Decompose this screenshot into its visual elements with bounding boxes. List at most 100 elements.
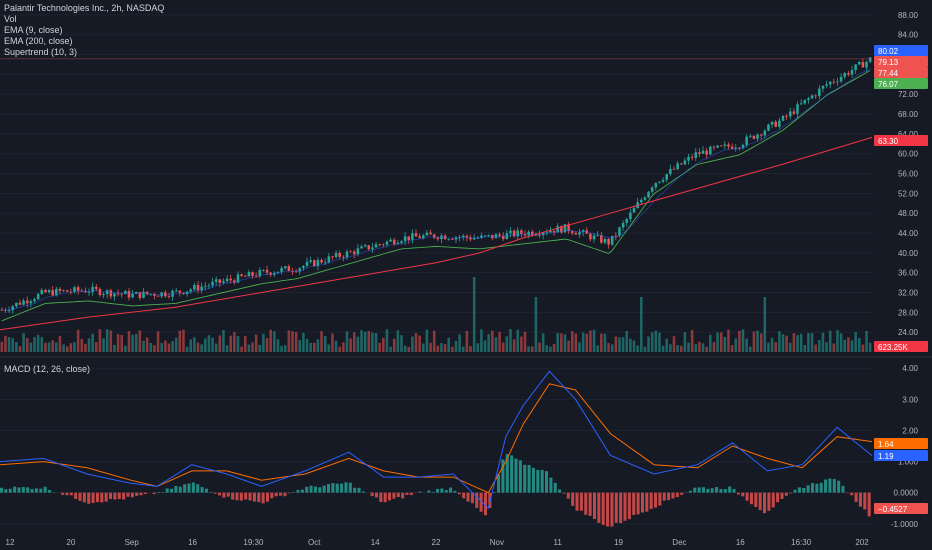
volume-bar [422, 343, 425, 352]
macd-hist-bar [592, 492, 597, 519]
volume-bar [821, 332, 825, 352]
volume-bar [745, 338, 748, 352]
volume-bar [570, 331, 574, 352]
macd-hist-bar [87, 492, 91, 504]
volume-bar [127, 331, 131, 352]
candle-body [698, 152, 701, 154]
price-tick-label: 36.00 [898, 269, 919, 278]
volume-bar [534, 297, 538, 352]
volume-bar [124, 345, 127, 352]
candle-body [716, 145, 719, 148]
volume-bar [858, 337, 861, 352]
macd-hist-bar [252, 492, 256, 502]
candle-body [763, 130, 767, 136]
candle-body [727, 144, 730, 147]
volume-bar [723, 336, 727, 352]
candle-body [62, 290, 65, 292]
price-tick-label: 64.00 [898, 130, 919, 139]
volume-bar [316, 339, 320, 352]
candle-body [788, 111, 792, 117]
indicator-ema9[interactable]: EMA (9, close) [4, 25, 63, 35]
volume-bar [432, 330, 436, 352]
volume-bar [661, 345, 665, 352]
candle-body [647, 191, 650, 198]
volume-bar [538, 342, 541, 352]
ema9-line [1, 67, 871, 311]
macd-hist-bar [518, 460, 522, 493]
volume-bar [7, 337, 11, 352]
volume-bar [679, 345, 683, 352]
volume-bar [483, 340, 487, 352]
volume-bar [730, 345, 734, 352]
volume-bar [461, 346, 465, 352]
macd-hist-bar [178, 486, 182, 493]
candle-body [229, 278, 232, 281]
candle-body [338, 252, 341, 257]
volume-bar [567, 340, 570, 352]
candle-body [316, 259, 320, 267]
candle-body [469, 237, 472, 240]
volume-bar [320, 331, 323, 352]
volume-bar [574, 333, 578, 352]
macd-badge: 1.64 [874, 438, 928, 449]
candle-body [480, 235, 483, 238]
volume-bar [327, 344, 331, 352]
volume-bar [498, 331, 501, 352]
volume-bar [414, 333, 418, 352]
price-badge-label: 623.25K [878, 343, 908, 352]
macd-hist-bar [126, 492, 130, 497]
candle-body [719, 145, 723, 147]
volume-bar [512, 339, 516, 352]
volume-bar [505, 336, 509, 352]
indicator-vol[interactable]: Vol [4, 14, 17, 24]
volume-bar [610, 344, 614, 352]
volume-bar [563, 334, 567, 352]
volume-bar [592, 329, 596, 352]
indicator-macd[interactable]: MACD (12, 26, close) [4, 364, 91, 374]
volume-bar [654, 330, 658, 352]
candle-body [850, 70, 854, 75]
macd-hist-bar [771, 492, 775, 508]
candle-body [55, 288, 58, 296]
candle-body [661, 179, 665, 182]
candle-body [498, 234, 501, 236]
volume-bar [440, 343, 443, 352]
axes: 24.00 28.00 32.00 36.00 40.00 44.00 48.00 52.00… [6, 11, 919, 547]
candle-body [767, 124, 770, 131]
price-badge-label: 63.30 [878, 137, 899, 146]
volume-bar [465, 331, 469, 352]
candle-body [425, 232, 429, 236]
macd-hist-bar [863, 492, 867, 510]
macd-hist-bar [806, 485, 810, 493]
candle-body [843, 73, 847, 77]
candle-body [545, 232, 549, 234]
macd-hist-bar [231, 492, 235, 500]
indicator-ema200[interactable]: EMA (200, close) [4, 36, 73, 46]
macd-tick-label: 3.00 [902, 395, 918, 404]
macd-hist-bar [117, 492, 121, 500]
candle-body [589, 233, 592, 240]
candle-body [207, 285, 211, 287]
candle-body [734, 147, 738, 149]
price-tick-label: 60.00 [898, 150, 919, 159]
volume-bar [138, 330, 142, 352]
volume-bar [676, 345, 679, 352]
candle-body [621, 222, 625, 228]
macd-hist-bar [322, 485, 326, 493]
macd-hist-bar [479, 492, 483, 512]
candle-body [476, 237, 480, 239]
macd-hist-bar [235, 492, 239, 501]
macd-hist-bar [802, 488, 806, 493]
macd-hist-bar [675, 492, 679, 497]
macd-badge-label: −0.4527 [878, 505, 908, 514]
volume-bar [29, 342, 33, 352]
macd-hist-bar [331, 483, 335, 493]
macd-hist-bar [30, 489, 34, 493]
price-badge-bg [874, 78, 928, 89]
price-badge: 63.30 [874, 135, 928, 146]
candle-body [669, 168, 672, 175]
macd-badge-label: 1.64 [878, 440, 894, 449]
indicator-supertrend[interactable]: Supertrend (10, 3) [4, 47, 78, 57]
volume-bar [618, 337, 621, 352]
